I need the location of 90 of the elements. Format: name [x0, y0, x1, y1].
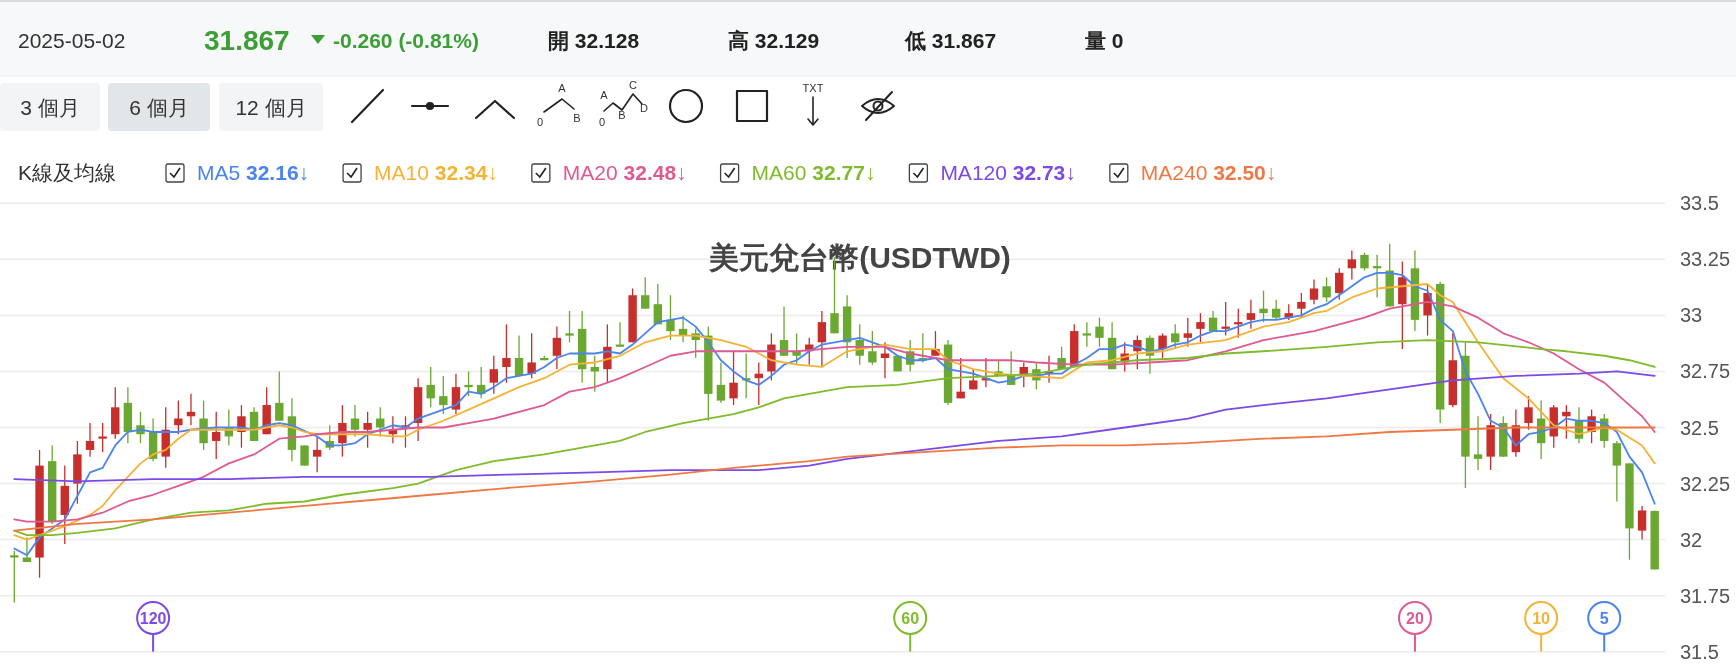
candlestick — [502, 323, 511, 384]
candlestick — [98, 422, 107, 453]
text: 12 個月 — [235, 96, 307, 119]
legend-title: K線及均線 — [18, 161, 117, 184]
candlestick — [1095, 316, 1104, 348]
candlestick — [1259, 290, 1268, 323]
text: 量 0 — [1084, 29, 1124, 52]
candlestick — [489, 355, 499, 395]
candlestick — [1246, 299, 1256, 330]
text: 0 — [536, 116, 544, 128]
candlestick — [729, 350, 738, 406]
candlestick — [552, 325, 562, 370]
candlestick — [1196, 312, 1205, 343]
text: MA5 32.16↓ — [197, 161, 310, 184]
candlestick — [426, 366, 435, 408]
annotation: 60 — [901, 610, 920, 627]
y-tick-label: 33.5 — [1680, 192, 1719, 215]
text: D — [640, 102, 649, 114]
text: A — [558, 82, 567, 94]
candlestick — [312, 435, 322, 473]
y-tick-label: 33 — [1680, 304, 1703, 327]
candlestick — [868, 330, 877, 366]
annotation: 10 — [1532, 610, 1551, 627]
y-tick-label: 31.5 — [1680, 640, 1719, 663]
candlestick — [439, 375, 448, 415]
candlestick — [363, 411, 372, 449]
candlestick — [174, 399, 183, 435]
text: 3 個月 — [20, 96, 80, 119]
candlestick — [1612, 440, 1622, 503]
candlestick — [300, 444, 309, 467]
candlestick — [792, 332, 801, 366]
candlestick — [1347, 249, 1357, 281]
text: 6 個月 — [129, 96, 189, 119]
candlestick — [514, 334, 524, 377]
text: 0 — [598, 116, 606, 128]
text: MA20 32.48↓ — [562, 161, 687, 184]
text: B — [618, 109, 626, 121]
text: MA240 32.50↓ — [1140, 161, 1277, 184]
y-tick-label: 32.5 — [1680, 416, 1719, 439]
candlestick — [1335, 267, 1344, 301]
text: TXT — [802, 82, 824, 94]
candlestick — [464, 370, 473, 397]
candlestick — [1637, 505, 1647, 541]
text: 高 32.129 — [728, 29, 820, 52]
candlestick — [641, 276, 650, 310]
text: MA120 32.73↓ — [940, 161, 1076, 184]
text: B — [573, 112, 581, 124]
text: MA10 32.34↓ — [374, 161, 498, 184]
text: C — [629, 79, 638, 91]
annotation: 5 — [1599, 610, 1609, 627]
text: -0.260 (-0.81%) — [333, 29, 479, 52]
candlestick — [1562, 404, 1571, 440]
candlestick — [10, 550, 19, 604]
candlestick — [1170, 323, 1180, 350]
candlestick — [212, 411, 221, 460]
text: 美元兌台幣(USDTWD) — [708, 241, 1011, 274]
candlestick — [1183, 316, 1193, 348]
text: MA60 32.77↓ — [751, 161, 876, 184]
candlestick — [716, 361, 726, 404]
y-tick-label: 32.25 — [1680, 472, 1731, 495]
text: 31.867 — [204, 25, 290, 56]
annotation: 20 — [1406, 610, 1424, 627]
candlestick — [565, 310, 574, 343]
candlestick — [1297, 292, 1306, 319]
candlestick — [275, 370, 284, 422]
text: 低 31.867 — [904, 29, 997, 52]
line-series — [13, 370, 1656, 483]
candlestick — [1158, 332, 1167, 359]
candlestick — [1524, 395, 1533, 431]
y-tick-label: 31.75 — [1680, 584, 1731, 607]
text: A — [600, 89, 609, 101]
y-tick-label: 33.25 — [1680, 248, 1731, 271]
candlestick — [956, 357, 965, 399]
y-tick-label: 32 — [1680, 528, 1703, 551]
y-tick-label: 32.75 — [1680, 360, 1731, 383]
candlestick — [817, 310, 827, 368]
text: 2025-05-02 — [18, 29, 126, 52]
candlestick — [1221, 301, 1230, 337]
candlestick — [1271, 299, 1281, 321]
candlestick — [85, 422, 95, 458]
candlestick — [1082, 321, 1092, 348]
candlestick — [1309, 278, 1319, 305]
candlestick — [350, 404, 360, 438]
candlestick — [666, 294, 675, 341]
text: 開 32.128 — [548, 29, 640, 52]
candlestick — [1473, 415, 1483, 471]
annotation: 120 — [139, 610, 167, 627]
candlestick — [1322, 276, 1331, 303]
candlestick — [527, 332, 536, 379]
line-series — [13, 339, 1656, 537]
